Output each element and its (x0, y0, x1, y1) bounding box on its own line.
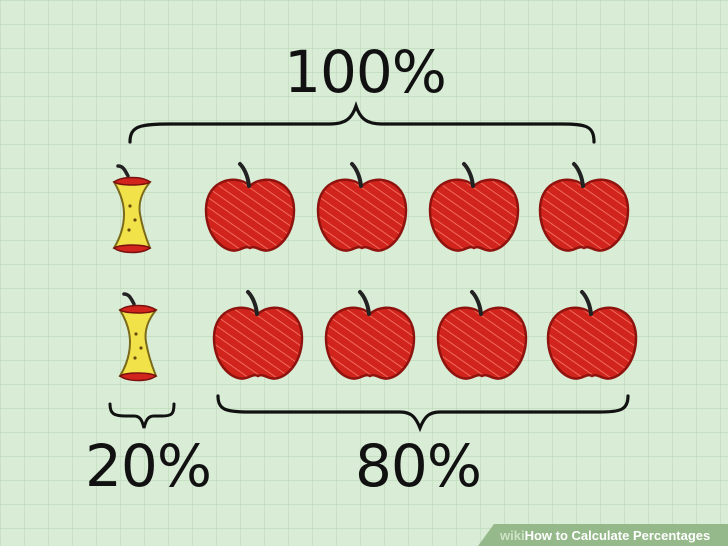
watermark-brand: wiki (499, 528, 525, 543)
watermark-bar (478, 524, 728, 546)
label-20-percent: 20% (85, 432, 211, 500)
label-80-percent: 80% (355, 432, 481, 500)
top-brace (128, 100, 596, 144)
watermark-how: How (525, 528, 553, 543)
large-brace (216, 394, 630, 433)
label-100-percent: 100% (284, 38, 446, 106)
small-brace (108, 402, 176, 429)
watermark-text: wikiHow to Calculate Percentages (499, 528, 710, 543)
watermark-title: to Calculate Percentages (552, 528, 710, 543)
